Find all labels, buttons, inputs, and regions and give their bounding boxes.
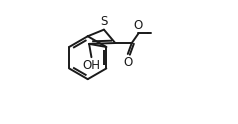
Text: OH: OH (82, 59, 100, 72)
Text: O: O (123, 56, 132, 69)
Text: S: S (100, 15, 108, 28)
Text: O: O (133, 19, 143, 32)
